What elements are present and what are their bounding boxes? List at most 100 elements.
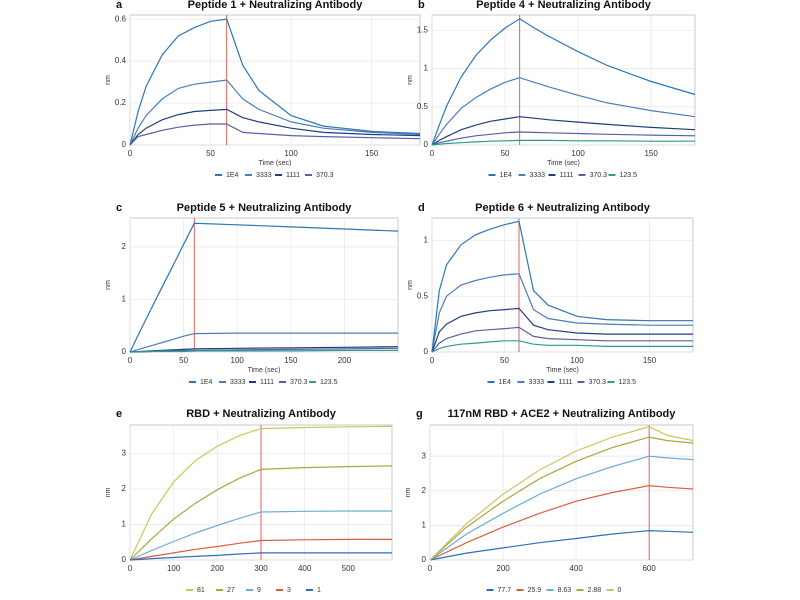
data-line — [129, 79, 421, 146]
y-tick-label: 1 — [422, 520, 427, 529]
plot-area — [431, 14, 696, 146]
panel-letter: d — [418, 202, 425, 214]
legend-label: 3333 — [530, 172, 546, 179]
data-line — [129, 510, 392, 561]
plot-area — [129, 217, 399, 353]
data-line — [129, 552, 392, 561]
x-tick-label: 100 — [231, 356, 245, 365]
x-tick-label: 50 — [501, 149, 510, 158]
legend-label: 1111 — [560, 172, 574, 179]
legend-label: 1111 — [286, 172, 300, 179]
legend-label: 123.5 — [619, 379, 637, 386]
legend-label: 0 — [618, 587, 622, 594]
x-tick-label: 0 — [430, 149, 435, 158]
legend-label: 77.7 — [498, 587, 512, 594]
legend-label: 9 — [257, 587, 261, 594]
x-tick-label: 200 — [496, 564, 510, 573]
data-line — [431, 139, 695, 146]
data-line — [431, 18, 696, 146]
y-axis-label: nm — [105, 75, 112, 85]
legend-label: 370.3 — [316, 172, 334, 179]
y-tick-label: 0 — [424, 140, 429, 149]
y-tick-label: 2 — [122, 484, 127, 493]
panel-letter: c — [116, 202, 122, 214]
data-line — [431, 131, 696, 146]
data-line — [431, 77, 696, 146]
x-tick-label: 500 — [342, 564, 356, 573]
x-tick-label: 50 — [500, 356, 509, 365]
legend-label: 3333 — [230, 379, 246, 386]
panel-letter: e — [116, 408, 122, 420]
legend-label: 1E4 — [200, 379, 213, 386]
y-tick-label: 3 — [122, 449, 127, 458]
y-tick-label: 1 — [424, 64, 429, 73]
data-line — [431, 340, 693, 353]
y-tick-label: 0 — [422, 555, 427, 564]
legend-label: 1E4 — [500, 172, 513, 179]
legend-label: 25.9 — [528, 587, 542, 594]
legend-label: 2.88 — [588, 587, 602, 594]
x-tick-label: 200 — [211, 564, 225, 573]
legend-label: 1E4 — [499, 379, 512, 386]
x-tick-label: 50 — [179, 356, 188, 365]
x-tick-label: 200 — [338, 356, 352, 365]
data-line — [129, 18, 421, 146]
x-tick-label: 400 — [298, 564, 312, 573]
legend-label: 370.3 — [290, 379, 308, 386]
y-tick-label: 0 — [122, 555, 127, 564]
legend-label: 3333 — [256, 172, 272, 179]
x-tick-label: 0 — [128, 564, 133, 573]
data-line — [129, 108, 421, 146]
y-tick-label: 3 — [422, 451, 427, 460]
data-line — [431, 220, 693, 353]
x-axis-label: Time (sec) — [546, 367, 579, 374]
x-tick-label: 150 — [643, 356, 657, 365]
y-tick-label: 1 — [424, 235, 429, 244]
legend-label: 1111 — [260, 379, 274, 386]
data-line — [431, 116, 696, 146]
y-tick-label: 2 — [122, 242, 127, 251]
chart-title: Peptide 4 + Neutralizing Antibody — [476, 0, 652, 11]
legend-label: 370.3 — [590, 172, 608, 179]
chart-title: Peptide 6 + Neutralizing Antibody — [475, 202, 651, 214]
x-tick-label: 600 — [642, 564, 656, 573]
x-axis-label: Time (sec) — [248, 367, 281, 374]
y-tick-label: 0.6 — [115, 14, 127, 23]
data-line — [431, 307, 693, 353]
legend-label: 3 — [287, 587, 291, 594]
x-tick-label: 400 — [569, 564, 583, 573]
data-line — [129, 425, 393, 561]
x-tick-label: 100 — [284, 149, 298, 158]
y-tick-label: 0 — [424, 347, 429, 356]
data-line — [129, 465, 393, 561]
chart-title: RBD + Neutralizing Antibody — [186, 408, 337, 420]
x-tick-label: 0 — [128, 149, 133, 158]
y-axis-label: nm — [405, 487, 412, 497]
y-tick-label: 1 — [122, 295, 127, 304]
y-tick-label: 2 — [422, 486, 427, 495]
legend-label: 1 — [317, 587, 321, 594]
legend-label: 370.3 — [589, 379, 607, 386]
y-axis-label: nm — [105, 280, 112, 290]
legend-label: 1E4 — [226, 172, 239, 179]
legend-label: 8.63 — [558, 587, 572, 594]
y-tick-label: 0.5 — [417, 291, 429, 300]
x-tick-label: 300 — [254, 564, 268, 573]
y-axis-label: nm — [407, 75, 414, 85]
x-tick-label: 150 — [365, 149, 379, 158]
x-tick-label: 0 — [128, 356, 133, 365]
y-axis-label: nm — [105, 487, 112, 497]
x-tick-label: 150 — [284, 356, 298, 365]
panel-letter: b — [418, 0, 425, 11]
legend-label: 1111 — [559, 379, 573, 386]
x-tick-label: 0 — [428, 564, 433, 573]
panel-letter: a — [116, 0, 123, 11]
data-line — [431, 326, 693, 353]
legend-label: 81 — [197, 587, 205, 594]
legend-label: 123.5 — [320, 379, 338, 386]
panel-letter: g — [416, 408, 423, 420]
y-tick-label: 0.5 — [417, 102, 429, 111]
chart-title: 117nM RBD + ACE2 + Neutralizing Antibody — [448, 408, 677, 420]
y-tick-label: 0.2 — [115, 98, 127, 107]
